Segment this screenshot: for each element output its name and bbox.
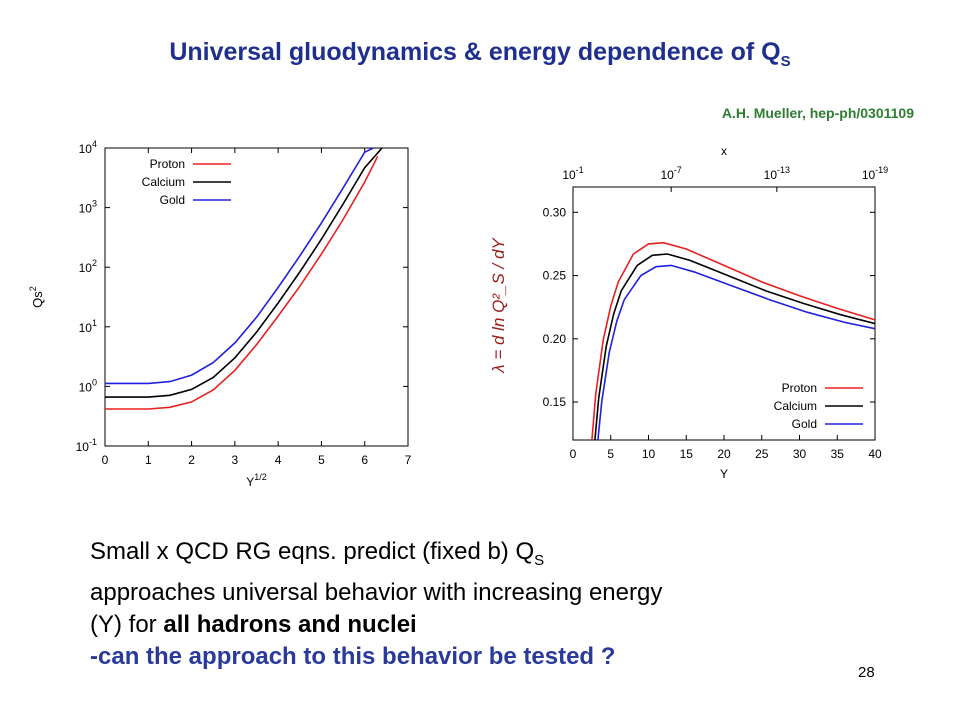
slide-body-text: Small x QCD RG eqns. predict (fixed b) Q…: [90, 536, 870, 673]
plot-frame: [104, 147, 409, 447]
body-line-1: Small x QCD RG eqns. predict (fixed b) Q…: [90, 536, 870, 577]
body-line-2: approaches universal behavior with incre…: [90, 578, 663, 606]
x-tick-label: 5: [607, 447, 614, 461]
x-tick-label: 6: [361, 453, 368, 467]
x-tick-label: 15: [680, 447, 694, 461]
series-line-gold: [105, 147, 374, 385]
top-x-tick-label: 10-7: [660, 165, 681, 182]
series-line-proton: [591, 241, 875, 440]
slide-title: Universal gluodynamics & energy dependen…: [0, 38, 960, 70]
x-tick-label: 40: [868, 447, 882, 461]
series-line-calcium: [594, 253, 875, 440]
y-axis-label: Qs2: [28, 286, 45, 308]
legend-label-gold: Gold: [792, 417, 817, 431]
x-tick-label: 2: [188, 453, 195, 467]
top-x-axis-label: x: [721, 144, 727, 158]
body-line-1-subscript: S: [534, 551, 545, 569]
y-tick-label: 0.15: [543, 395, 567, 409]
x-tick-label: 35: [831, 447, 845, 461]
y-tick-label: 100: [79, 377, 97, 394]
y-tick-label: 0.30: [543, 205, 567, 219]
x-axis-label: Y1/2: [246, 472, 267, 489]
page-number: 28: [858, 664, 875, 681]
series-line-calcium: [105, 147, 383, 398]
series-line-gold: [597, 264, 875, 440]
body-line-3: (Y) for all hadrons and nuclei: [90, 609, 870, 641]
x-axis-label: Y: [720, 467, 728, 481]
x-tick-label: 4: [275, 453, 282, 467]
legend-label-proton: Proton: [782, 381, 817, 395]
x-tick-label: 7: [405, 453, 412, 467]
slide-title-subscript: S: [780, 53, 791, 70]
x-tick-label: 10: [642, 447, 656, 461]
y-tick-label: 102: [79, 258, 97, 275]
x-tick-label: 30: [793, 447, 807, 461]
y-tick-label: 0.25: [543, 269, 567, 283]
citation: A.H. Mueller, hep-ph/0301109: [721, 105, 914, 121]
body-line-1-text: Small x QCD RG eqns. predict (fixed b) Q: [90, 538, 535, 565]
y-tick-label: 10-1: [76, 437, 97, 454]
y-axis-label: λ = d ln Q²_S / dY: [489, 237, 508, 374]
series-line-proton: [105, 155, 379, 410]
legend-label-calcium: Calcium: [774, 399, 817, 413]
x-tick-label: 0: [102, 453, 109, 467]
legend-label-proton: Proton: [150, 157, 185, 171]
body-line-3-text: (Y) for: [90, 610, 164, 638]
y-tick-label: 101: [79, 318, 97, 335]
body-line-4-question: -can the approach to this behavior be te…: [90, 642, 616, 670]
y-tick-label: 104: [79, 139, 97, 156]
x-tick-label: 5: [318, 453, 325, 467]
top-x-tick-label: 10-1: [562, 165, 583, 182]
legend-label-gold: Gold: [160, 193, 185, 207]
top-x-tick-label: 10-13: [764, 165, 790, 182]
lambda-vs-Y-chart: 0 5 10 15 20 25 30 35 40 0.15 0.20 0.25 0.30 10-1 10-7…: [489, 144, 888, 481]
plot-frame: [572, 186, 876, 441]
x-tick-label: 0: [570, 447, 577, 461]
y-tick-label: 103: [79, 199, 97, 216]
body-line-3-bold: all hadrons and nuclei: [163, 610, 417, 638]
top-x-tick-label: 10-19: [862, 165, 888, 182]
x-tick-label: 20: [717, 447, 731, 461]
legend-label-calcium: Calcium: [142, 175, 185, 189]
x-tick-label: 1: [145, 453, 152, 467]
x-tick-label: 3: [232, 453, 239, 467]
y-tick-label: 0.20: [543, 332, 567, 346]
qs2-vs-sqrtY-chart: 0 1 2 3 4 5 6 7 10-1 100 101 102 103 104 Qs2 Y1/2 Proton…: [28, 139, 412, 489]
x-tick-label: 25: [755, 447, 769, 461]
slide-title-main: Universal gluodynamics & energy dependen…: [169, 38, 781, 66]
